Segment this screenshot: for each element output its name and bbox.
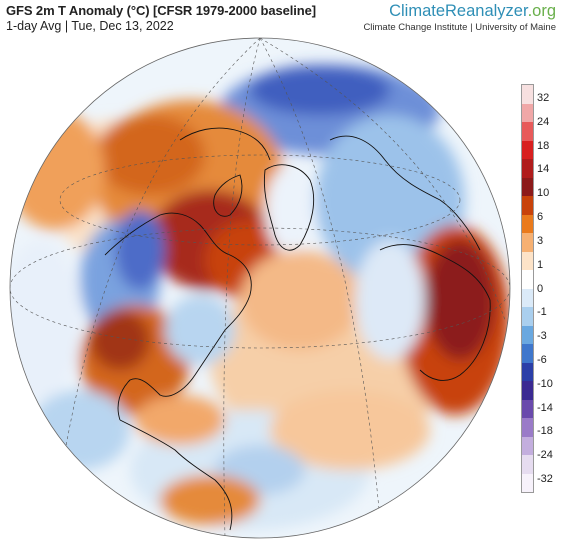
colorbar-cell <box>522 307 533 326</box>
colorbar-cell <box>522 436 533 455</box>
colorbar-tick-label: -32 <box>537 473 553 485</box>
colorbar <box>521 84 534 493</box>
colorbar-cell <box>522 288 533 307</box>
colorbar-cell <box>522 159 533 178</box>
colorbar-tick-label: 10 <box>537 187 550 200</box>
brand-suffix: .org <box>527 2 556 20</box>
colorbar-tick-label: 14 <box>537 163 550 176</box>
colorbar-tick-label: -14 <box>537 401 553 414</box>
colorbar-cell <box>522 85 533 104</box>
colorbar-tick-label: 0 <box>537 282 544 295</box>
colorbar-tick-label: -1 <box>537 306 547 319</box>
colorbar-cell <box>522 140 533 159</box>
coastlines <box>104 127 491 531</box>
colorbar-cell <box>522 122 533 141</box>
colorbar-cell <box>522 214 533 233</box>
colorbar-cell <box>522 103 533 122</box>
colorbar-tick-label: 18 <box>537 139 550 152</box>
anomaly-field <box>10 65 510 530</box>
colorbar-cell <box>522 270 533 289</box>
colorbar-cell <box>522 418 533 437</box>
colorbar-ticks: 32 24 18 14 10 6 3 1 0 -1 -3 -6 -10 -14 -18 -24 -32 <box>537 84 561 493</box>
colorbar-tick-label: -24 <box>537 449 553 462</box>
colorbar-tick-label: 32 <box>537 92 550 104</box>
map-subtitle: 1-day Avg | Tue, Dec 13, 2022 <box>6 19 174 33</box>
brand-affiliation: Climate Change Institute | University of… <box>363 22 556 33</box>
colorbar-tick-label: -6 <box>537 353 547 366</box>
colorbar-tick-label: 6 <box>537 211 544 224</box>
colorbar-tick-label: -3 <box>537 330 547 343</box>
colorbar-cell <box>522 233 533 252</box>
colorbar-cell <box>522 381 533 400</box>
colorbar-tick-label: 1 <box>537 258 544 271</box>
brand-name: ClimateReanalyzer <box>389 2 528 20</box>
colorbar-cell <box>522 177 533 196</box>
colorbar-cell <box>522 344 533 363</box>
colorbar-tick-label: 3 <box>537 234 544 247</box>
graticule <box>10 38 510 538</box>
colorbar-cell <box>522 455 533 474</box>
colorbar-cell <box>522 399 533 418</box>
colorbar-tick-label: 24 <box>537 115 550 128</box>
colorbar-cell <box>522 473 533 492</box>
colorbar-cell <box>522 196 533 215</box>
colorbar-cell <box>522 362 533 381</box>
colorbar-cell <box>522 251 533 270</box>
colorbar-tick-label: -10 <box>537 377 553 390</box>
brand-logo[interactable]: ClimateReanalyzer.org <box>389 2 556 21</box>
colorbar-tick-label: -18 <box>537 425 553 438</box>
colorbar-cell <box>522 325 533 344</box>
map-title: GFS 2m T Anomaly (°C) [CFSR 1979-2000 ba… <box>6 3 316 18</box>
